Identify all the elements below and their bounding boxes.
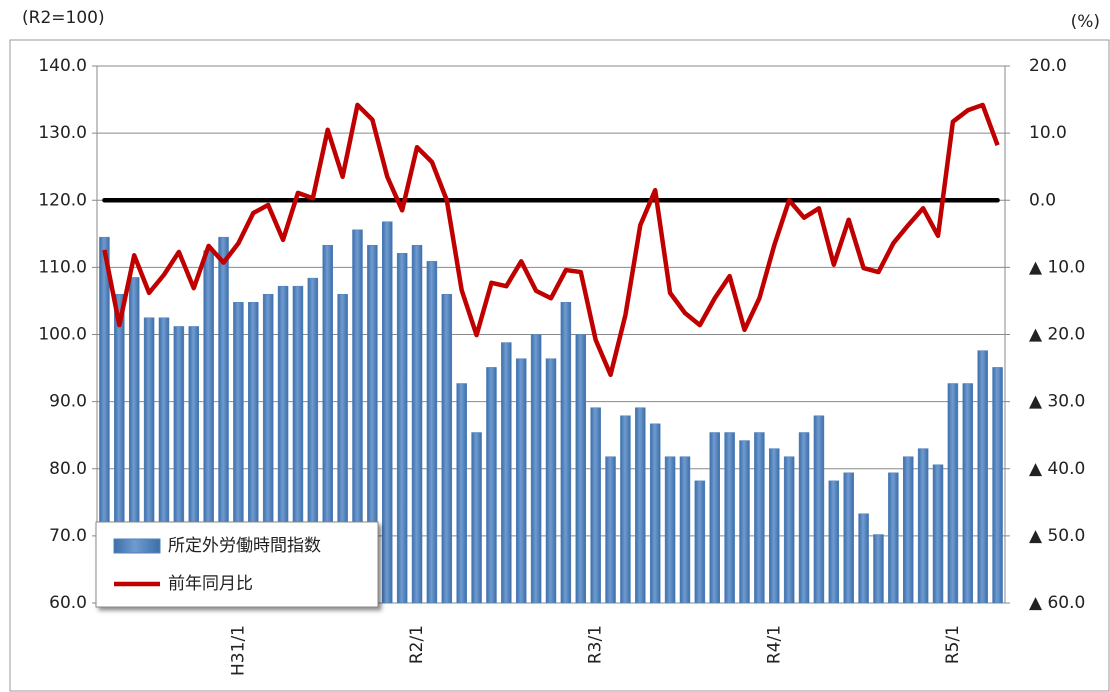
bar — [486, 367, 497, 604]
bar — [530, 334, 542, 604]
y2-tick-label: ▲ 60.0 — [1029, 593, 1085, 613]
bar — [396, 253, 408, 604]
y-tick-label: 110.0 — [38, 257, 87, 277]
bar — [501, 342, 512, 604]
bar — [664, 456, 676, 604]
bar — [798, 432, 810, 604]
legend-label: 前年同月比 — [168, 574, 253, 594]
bar — [962, 383, 974, 604]
x-tick-label: R3/1 — [586, 625, 606, 664]
y-tick-label: 90.0 — [49, 392, 87, 412]
bar — [813, 415, 825, 604]
bar — [783, 456, 795, 604]
y-tick-label: 100.0 — [38, 325, 87, 345]
y-tick-label: 60.0 — [49, 593, 87, 613]
bar — [977, 350, 988, 604]
x-tick-label: R4/1 — [764, 625, 784, 664]
bar — [515, 358, 527, 604]
bar — [456, 383, 467, 604]
x-tick-label: R2/1 — [407, 625, 427, 664]
bar — [754, 432, 765, 604]
bar — [888, 472, 899, 604]
bar — [620, 415, 631, 604]
y-tick-label: 120.0 — [38, 190, 87, 210]
bar — [590, 407, 601, 604]
bar — [471, 432, 482, 604]
legend-swatch — [113, 538, 161, 554]
bar-series — [99, 221, 1003, 604]
bar — [873, 534, 884, 604]
y2-tick-label: 0.0 — [1029, 190, 1056, 210]
legend-box — [95, 521, 379, 608]
bar — [724, 432, 735, 604]
bar — [382, 221, 393, 604]
bar — [947, 383, 959, 604]
bar — [545, 358, 557, 604]
y-tick-label: 80.0 — [49, 459, 87, 479]
bar — [649, 423, 661, 604]
y2-tick-label: ▲ 30.0 — [1029, 392, 1085, 412]
y2-tick-label: 20.0 — [1029, 56, 1067, 76]
bar — [828, 480, 840, 604]
y2-unit-label: (%) — [1071, 12, 1100, 32]
bar — [932, 464, 944, 604]
bar — [843, 472, 854, 604]
bar — [411, 244, 423, 604]
y-unit-label: (R2=100) — [22, 8, 105, 28]
x-tick-label: H31/1 — [228, 625, 248, 676]
y2-tick-label: 10.0 — [1029, 123, 1067, 143]
y2-tick-label: ▲ 20.0 — [1029, 325, 1085, 345]
legend-label: 所定外労働時間指数 — [168, 536, 321, 556]
bar — [694, 480, 706, 604]
y2-tick-label: ▲ 40.0 — [1029, 459, 1085, 479]
line-series — [102, 102, 1000, 378]
chart-frame — [9, 39, 1110, 692]
bar — [709, 432, 720, 604]
y-tick-label: 140.0 — [38, 56, 87, 76]
y-tick-label: 130.0 — [38, 123, 87, 143]
bar — [739, 440, 750, 604]
bar — [769, 448, 780, 604]
bar — [560, 302, 572, 604]
y2-tick-label: ▲ 50.0 — [1029, 526, 1085, 546]
bar — [575, 334, 587, 604]
y2-tick-label: ▲ 10.0 — [1029, 257, 1085, 277]
bar — [635, 407, 646, 604]
bar — [902, 456, 914, 604]
y-tick-label: 70.0 — [49, 526, 87, 546]
bar — [605, 456, 616, 604]
bar — [426, 261, 438, 604]
x-tick-label: R5/1 — [943, 625, 963, 664]
bar — [441, 293, 453, 604]
bar — [917, 448, 929, 604]
bar — [858, 513, 869, 604]
bar — [992, 367, 1003, 604]
bar — [679, 456, 691, 604]
